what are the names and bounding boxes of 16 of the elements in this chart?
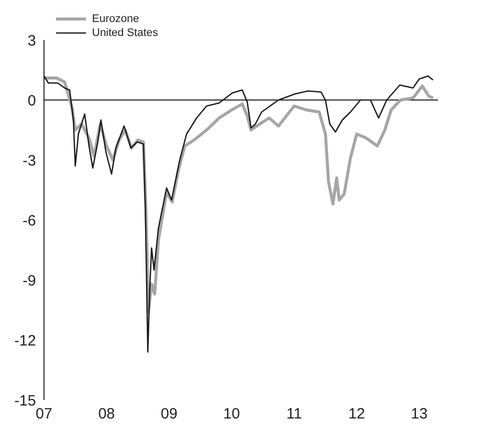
y-tick-label: -15 xyxy=(14,392,36,410)
x-tick-label: 10 xyxy=(223,406,240,423)
y-tick-label: 3 xyxy=(28,32,36,50)
x-tick-label: 08 xyxy=(98,406,115,423)
x-tick-label: 07 xyxy=(36,406,52,423)
x-tick-label: 09 xyxy=(160,406,178,423)
legend-label: Eurozone xyxy=(92,12,140,26)
y-tick-label: -12 xyxy=(14,332,36,350)
y-tick-label: -9 xyxy=(22,272,36,290)
x-tick-label: 11 xyxy=(286,406,302,423)
y-tick-label: -3 xyxy=(22,152,36,170)
legend-label: United States xyxy=(92,26,158,40)
x-tick-label: 12 xyxy=(348,406,366,423)
y-tick-label: 0 xyxy=(28,92,36,110)
y-tick-label: -6 xyxy=(22,212,36,230)
x-tick-label: 13 xyxy=(410,406,428,423)
